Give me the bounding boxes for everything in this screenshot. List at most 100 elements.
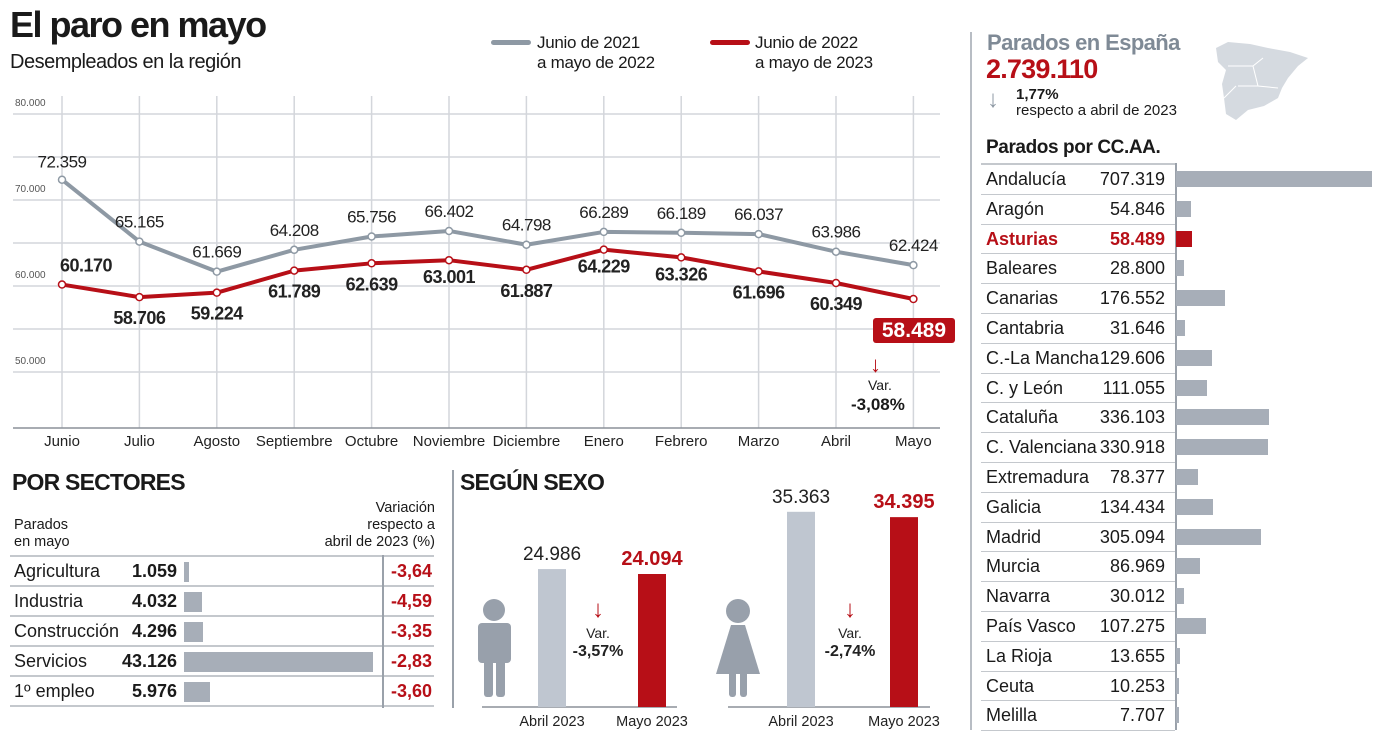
x-tick-label: Diciembre xyxy=(493,433,561,450)
region-value: 336.103 xyxy=(1099,407,1165,428)
region-name: C. Valenciana xyxy=(986,437,1097,458)
region-name: Baleares xyxy=(986,258,1058,279)
data-point xyxy=(444,226,454,236)
sector-row: Agricultura 1.059 -3,64 xyxy=(10,557,434,587)
data-label: 63.001 xyxy=(423,267,476,287)
x-tick-label: Febrero xyxy=(655,433,708,450)
header-line: abril de 2023 (%) xyxy=(324,534,435,550)
highlight-value-box: 58.489 xyxy=(873,318,955,343)
region-value: 330.918 xyxy=(1099,437,1165,458)
legend-line1: Junio de 2022 xyxy=(755,33,858,52)
region-row: Aragón 54.846 xyxy=(981,195,1175,225)
panel-divider xyxy=(970,32,972,730)
data-label: 60.170 xyxy=(60,256,113,276)
data-label: 60.349 xyxy=(810,294,863,314)
region-value: 78.377 xyxy=(1109,467,1165,487)
region-value: 58.489 xyxy=(1109,228,1165,249)
region-bar xyxy=(1176,171,1372,187)
data-point xyxy=(57,280,67,289)
bar-value-label: 24.094 xyxy=(621,548,683,570)
region-bar xyxy=(1176,618,1206,634)
region-row: C.-La Mancha 129.606 xyxy=(981,344,1175,374)
male-person-icon xyxy=(478,599,511,697)
sector-value: 5.976 xyxy=(131,681,177,701)
data-label: 62.424 xyxy=(889,236,938,255)
variation-value: -3,08% xyxy=(851,395,905,414)
y-tick-label: 70.000 xyxy=(15,184,46,195)
region-value: 134.434 xyxy=(1099,496,1165,517)
data-label: 64.208 xyxy=(270,221,319,240)
leg xyxy=(729,670,736,697)
region-name: Murcia xyxy=(986,556,1041,577)
region-name: Aragón xyxy=(986,198,1045,219)
leg xyxy=(740,670,747,697)
region-row: La Rioja 13.655 xyxy=(981,642,1175,672)
legend-label-2021: Junio de 2021 a mayo de 2022 xyxy=(537,33,655,73)
region-row: Andalucía 707.319 xyxy=(981,165,1175,195)
region-value: 7.707 xyxy=(1119,705,1165,726)
region-bar xyxy=(1176,498,1214,515)
sector-name: Industria xyxy=(14,591,84,611)
sector-bar xyxy=(184,562,189,582)
region-row: Ceuta 10.253 xyxy=(981,672,1175,702)
torso xyxy=(478,623,511,663)
sector-variation: -3,60 xyxy=(390,681,432,701)
head xyxy=(483,599,505,621)
data-point xyxy=(135,292,144,302)
spain-title: Parados en España xyxy=(987,30,1180,55)
bar-value-label: 24.986 xyxy=(523,544,581,565)
header-line: respecto a xyxy=(367,517,435,533)
data-label: 66.189 xyxy=(657,204,706,223)
y-tick-label: 80.000 xyxy=(15,98,46,109)
data-point xyxy=(676,228,686,238)
region-bar xyxy=(1176,320,1185,336)
sectors-header-right: Variación respecto a abril de 2023 (%) xyxy=(300,500,435,551)
region-row: Extremadura 78.377 xyxy=(981,463,1175,493)
data-label: 58.706 xyxy=(113,308,166,328)
data-point xyxy=(831,278,841,288)
data-point xyxy=(212,267,222,276)
x-tick-label: Noviembre xyxy=(413,433,486,450)
bar-abril xyxy=(538,569,566,707)
sector-row: Industria 4.032 -4,59 xyxy=(10,587,434,617)
line-chart: 80.000 70.000 60.000 50.000 Junio Julio Agosto… xyxy=(13,96,940,450)
region-name: Cataluña xyxy=(986,407,1059,428)
table-top-border xyxy=(10,555,434,557)
region-value: 13.655 xyxy=(1109,645,1165,666)
region-row: Cantabria 31.646 xyxy=(981,314,1175,344)
data-point xyxy=(754,267,763,276)
x-category-label: Mayo 2023 xyxy=(616,714,688,730)
region-bar xyxy=(1176,647,1180,664)
bar-abril xyxy=(787,511,815,707)
region-row: Baleares 28.800 xyxy=(981,254,1175,285)
region-value: 107.275 xyxy=(1099,616,1165,636)
data-point xyxy=(522,265,531,275)
data-point xyxy=(831,247,841,256)
sector-name: Servicios xyxy=(14,651,88,671)
sector-bar xyxy=(184,622,203,642)
sector-variation: -4,59 xyxy=(390,591,432,611)
region-name: Cantabria xyxy=(986,318,1065,338)
sector-name: 1º empleo xyxy=(14,681,95,701)
region-row: Melilla 7.707 xyxy=(981,701,1175,732)
header-line: Variación xyxy=(375,500,435,516)
region-bar xyxy=(1176,349,1212,366)
x-category-label: Abril 2023 xyxy=(768,714,833,730)
spain-total: 2.739.110 xyxy=(986,54,1098,84)
data-point xyxy=(367,259,376,268)
variation-label: Var. xyxy=(586,625,610,641)
spain-map-icon xyxy=(1216,42,1308,120)
data-point xyxy=(135,237,144,246)
x-category-label: Abril 2023 xyxy=(519,714,584,730)
x-tick-label: Julio xyxy=(124,433,155,450)
region-row: Galicia 134.434 xyxy=(981,493,1175,523)
series-line-0 xyxy=(60,178,914,274)
legend-swatch-2022 xyxy=(710,40,750,45)
sector-value: 4.032 xyxy=(131,591,177,611)
sector-row: Servicios 43.126 -2,83 xyxy=(10,647,434,677)
spain-change: 1,77% xyxy=(1016,86,1059,103)
region-value: 111.055 xyxy=(1102,377,1165,398)
region-value: 707.319 xyxy=(1099,169,1165,189)
x-tick-label: Agosto xyxy=(193,433,240,450)
region-row: Canarias 176.552 xyxy=(981,284,1175,314)
